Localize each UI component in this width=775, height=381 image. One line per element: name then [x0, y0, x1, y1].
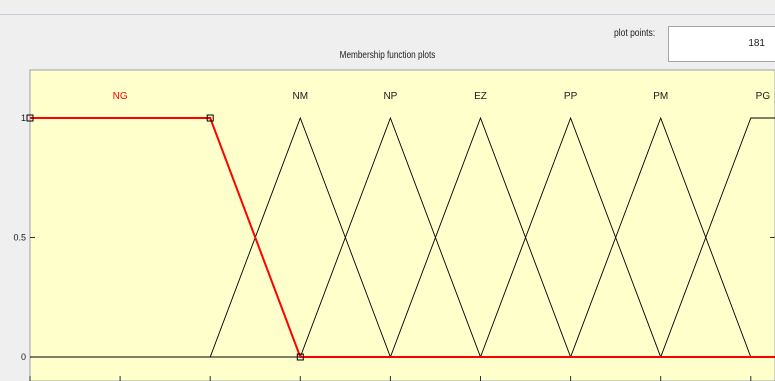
vertex-handle[interactable]: [296, 353, 304, 361]
mf-label-ez[interactable]: EZ: [474, 91, 487, 102]
plot-area[interactable]: [29, 69, 775, 381]
vertex-handle[interactable]: [26, 114, 34, 122]
mf-label-pp[interactable]: PP: [564, 91, 578, 102]
membership-function-plots-title: Membership function plots: [339, 50, 436, 61]
y-tick-label: 0.5: [13, 233, 26, 243]
vertex-handle[interactable]: [206, 114, 214, 122]
mf-label-np[interactable]: NP: [383, 91, 397, 102]
mf-curve-ng[interactable]: [30, 117, 775, 358]
mf-label-pm[interactable]: PM: [653, 91, 668, 102]
mf-label-pg[interactable]: PG: [756, 91, 771, 102]
panel-divider: [0, 14, 775, 15]
plot-points-label: plot points:: [614, 28, 656, 39]
mf-label-ng[interactable]: NG: [113, 91, 128, 102]
plot-points-input[interactable]: 181: [668, 26, 775, 62]
y-tick-label: 1: [21, 113, 26, 123]
mf-label-nm[interactable]: NM: [293, 91, 309, 102]
y-tick-label: 0: [21, 352, 26, 362]
